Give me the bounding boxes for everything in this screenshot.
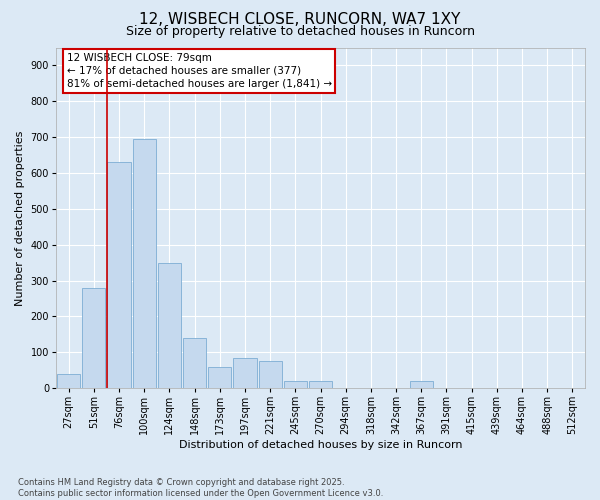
Text: 12 WISBECH CLOSE: 79sqm
← 17% of detached houses are smaller (377)
81% of semi-d: 12 WISBECH CLOSE: 79sqm ← 17% of detache… bbox=[67, 52, 332, 89]
Bar bbox=[107, 162, 131, 388]
Bar bbox=[133, 139, 156, 388]
Bar bbox=[158, 262, 181, 388]
Bar bbox=[183, 338, 206, 388]
Bar bbox=[82, 288, 106, 388]
Bar bbox=[57, 374, 80, 388]
Bar bbox=[410, 381, 433, 388]
Bar bbox=[309, 381, 332, 388]
Bar bbox=[233, 358, 257, 388]
X-axis label: Distribution of detached houses by size in Runcorn: Distribution of detached houses by size … bbox=[179, 440, 462, 450]
Text: 12, WISBECH CLOSE, RUNCORN, WA7 1XY: 12, WISBECH CLOSE, RUNCORN, WA7 1XY bbox=[139, 12, 461, 28]
Y-axis label: Number of detached properties: Number of detached properties bbox=[15, 130, 25, 306]
Bar bbox=[284, 381, 307, 388]
Text: Size of property relative to detached houses in Runcorn: Size of property relative to detached ho… bbox=[125, 25, 475, 38]
Bar bbox=[208, 366, 232, 388]
Text: Contains HM Land Registry data © Crown copyright and database right 2025.
Contai: Contains HM Land Registry data © Crown c… bbox=[18, 478, 383, 498]
Bar bbox=[259, 361, 282, 388]
